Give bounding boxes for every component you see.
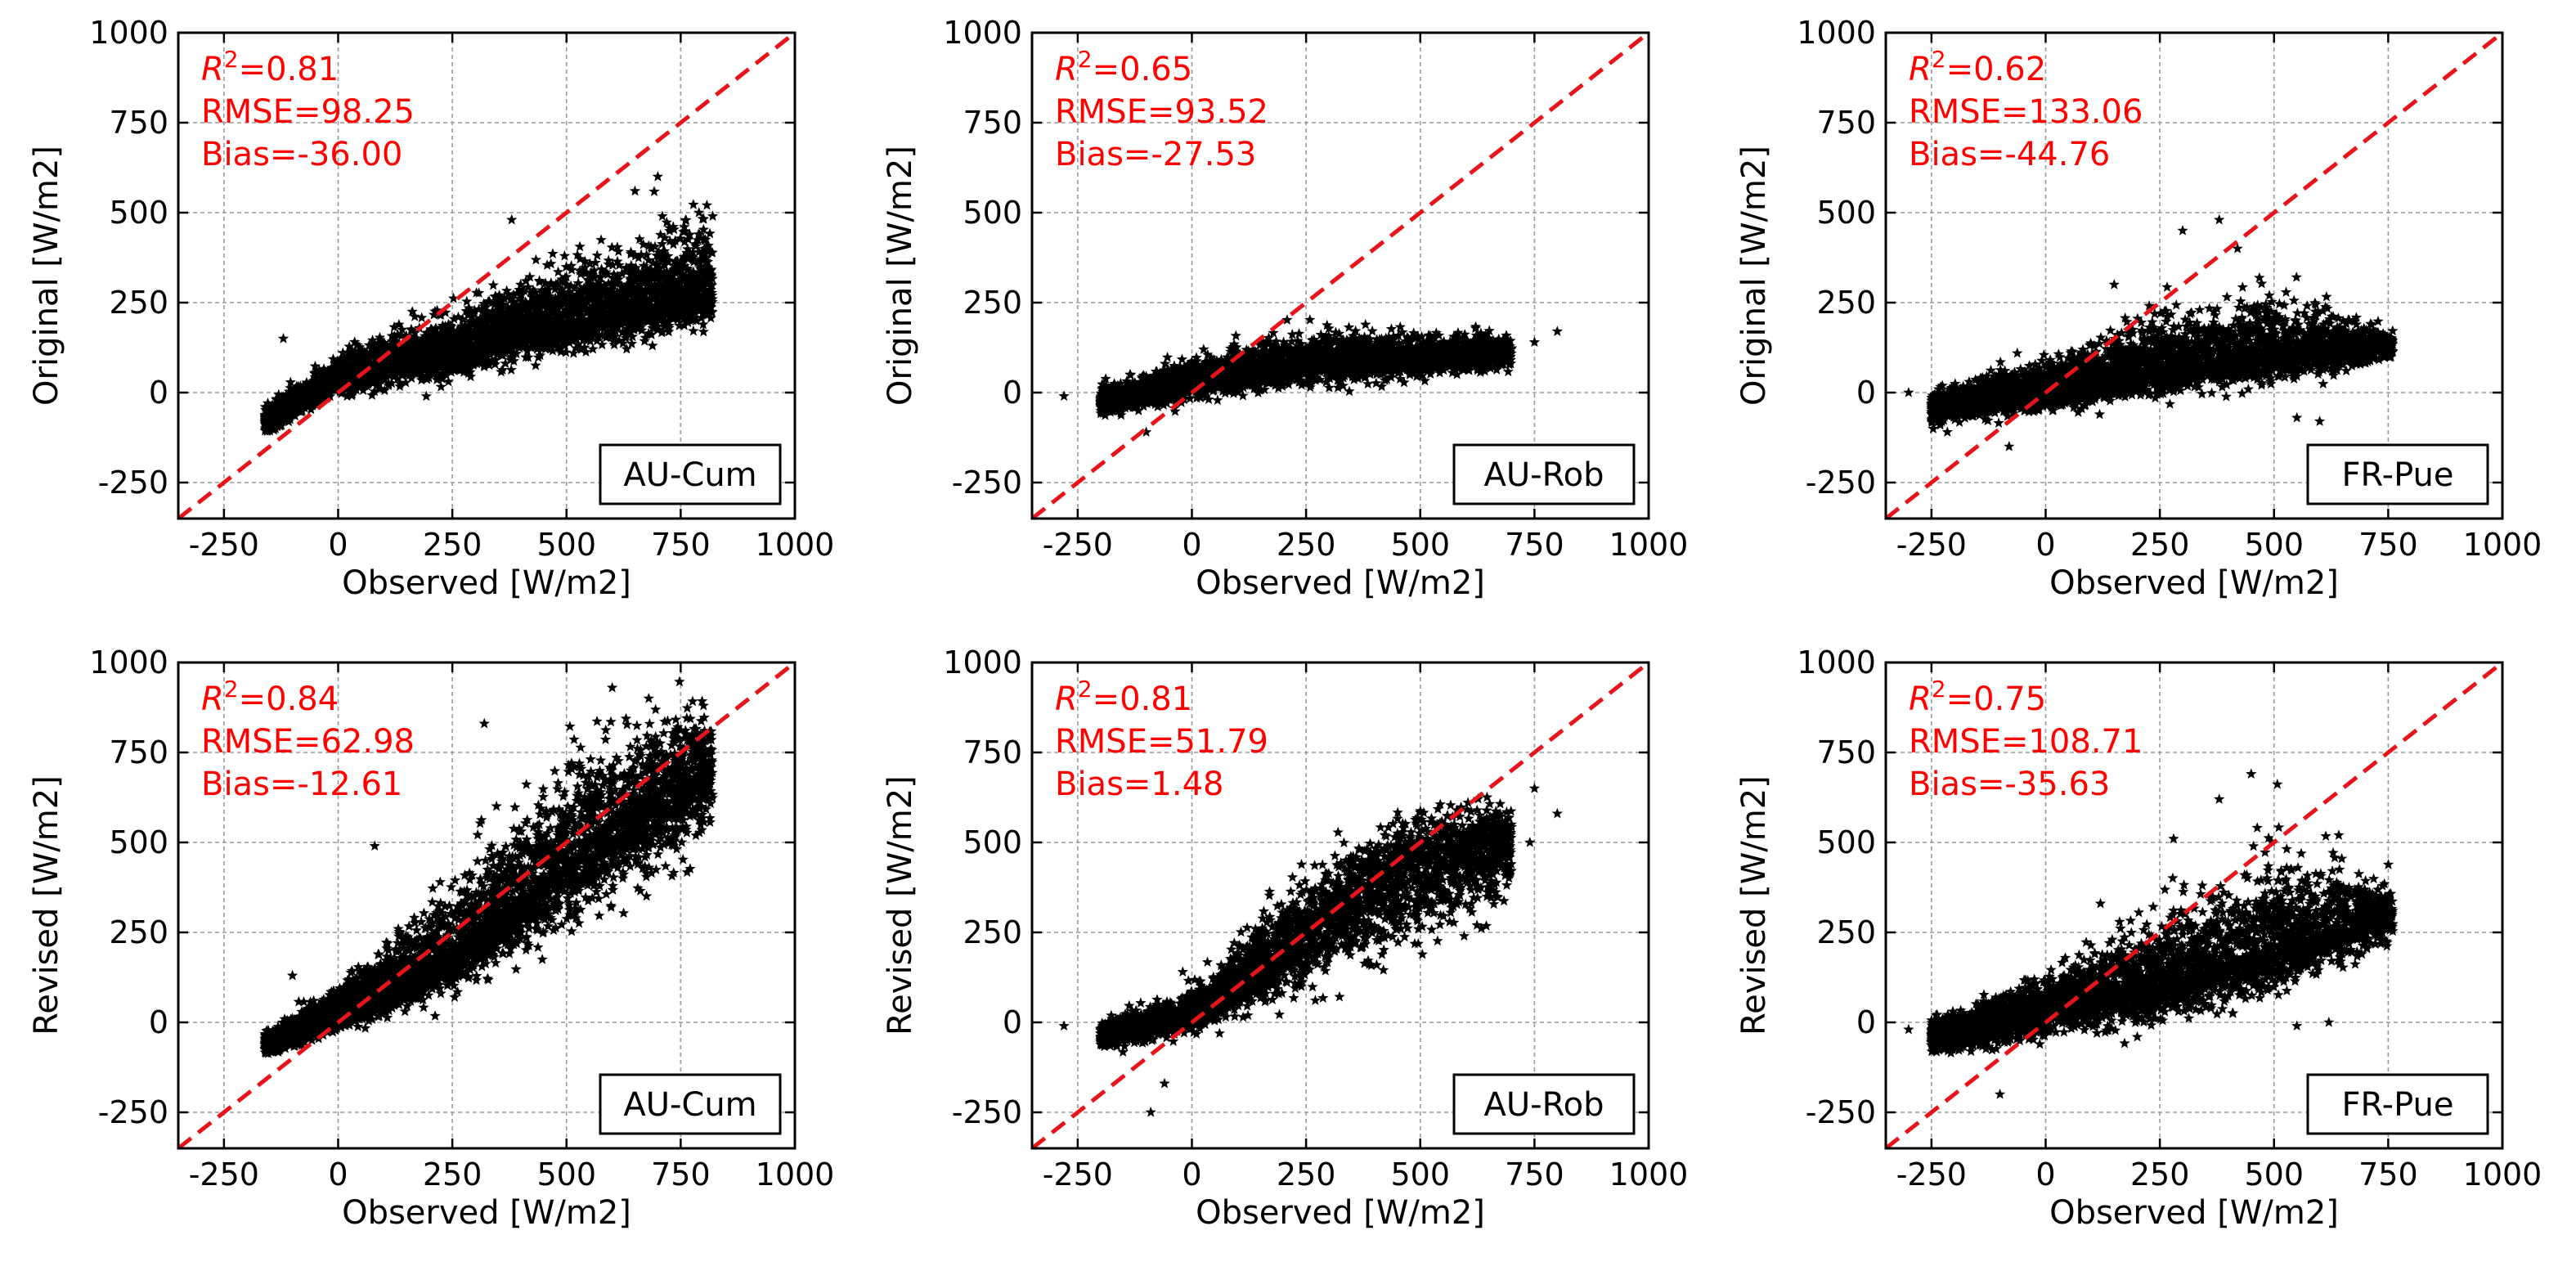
data-point xyxy=(647,339,658,351)
data-point-outlier xyxy=(277,333,289,344)
site-label-box xyxy=(599,443,782,505)
data-point xyxy=(487,279,499,290)
scatter-panel-2: -250 0 250 500 750 1000-25002505007501000Obse… xyxy=(882,15,1688,602)
data-point xyxy=(595,234,607,245)
y-tick-label: 1000 xyxy=(89,15,168,51)
x-tick-label: 250 xyxy=(423,527,482,563)
y-tick-label: 750 xyxy=(109,105,168,141)
x-tick-label: 1000 xyxy=(756,527,835,563)
x-tick-label: 750 xyxy=(651,527,711,563)
data-point xyxy=(547,248,559,258)
data-point xyxy=(574,240,586,252)
y-tick-label: 500 xyxy=(109,195,168,231)
axes-frame xyxy=(177,31,797,520)
data-point xyxy=(461,295,473,307)
data-point xyxy=(530,254,542,265)
y-tick-label: -250 xyxy=(98,465,168,501)
data-point xyxy=(688,325,699,336)
data-point xyxy=(698,326,709,337)
x-axis-label: Observed [W/m2] xyxy=(342,564,631,602)
site-label: AU-Cum xyxy=(623,456,756,494)
data-point xyxy=(530,359,541,371)
stat-rmse: RMSE=98.25 xyxy=(201,93,415,131)
data-points xyxy=(1058,314,1563,438)
data-point xyxy=(688,199,699,209)
y-tick-label: 250 xyxy=(109,285,168,321)
data-point xyxy=(587,343,599,354)
data-point xyxy=(680,214,691,226)
data-point-outlier xyxy=(629,185,641,196)
data-point xyxy=(559,250,571,261)
stat-bias: Bias=-36.00 xyxy=(201,136,402,173)
y-axis-label: Original [W/m2] xyxy=(28,146,65,406)
x-tick-label: 0 xyxy=(328,527,348,563)
data-point xyxy=(701,200,713,210)
data-points xyxy=(259,171,719,436)
data-point-outlier xyxy=(506,213,518,225)
y-tick-label: 0 xyxy=(149,375,168,411)
one-to-one-line xyxy=(178,33,795,519)
x-tick-label: -250 xyxy=(189,527,259,563)
data-point-outlier xyxy=(652,171,664,182)
data-point xyxy=(648,186,660,196)
data-point xyxy=(591,249,603,261)
scatter-panel-1: -250 0 250 500 750 1000 -250 0 250 500 750 1000 Obse… xyxy=(28,15,834,602)
stat-r2: R2=0.81 xyxy=(201,46,339,89)
x-tick-label: 500 xyxy=(536,527,596,563)
